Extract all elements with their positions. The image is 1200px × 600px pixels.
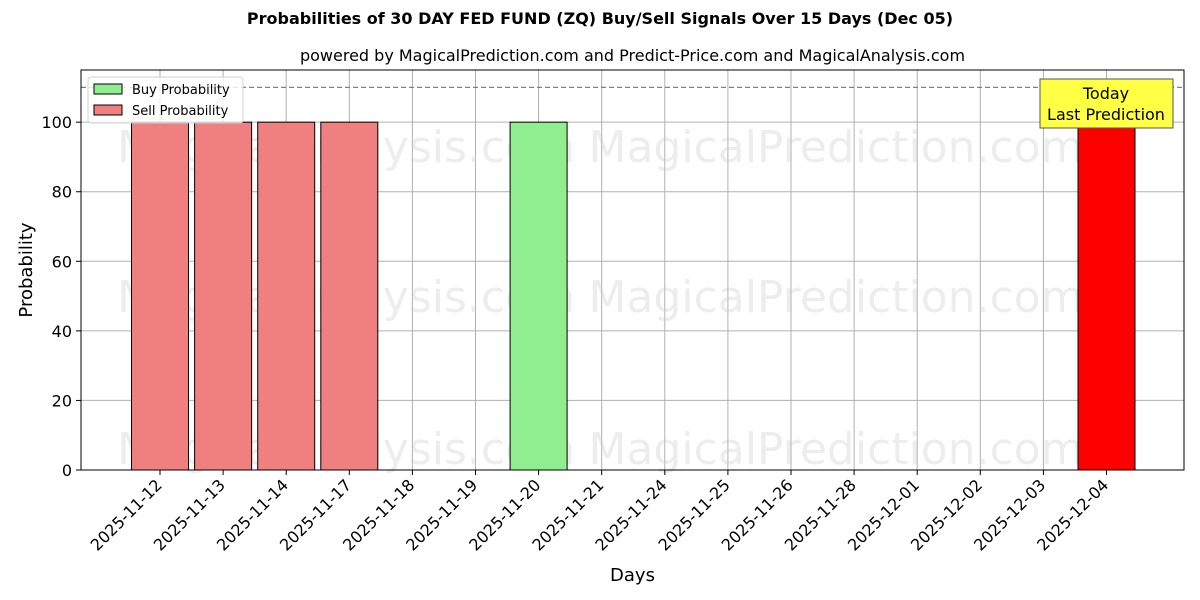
sell-probability-bar xyxy=(194,121,253,471)
legend-swatch xyxy=(93,83,123,95)
chart-subtitle: powered by MagicalPrediction.com and Pre… xyxy=(299,46,966,65)
today-annotation-text: Last Prediction xyxy=(1047,105,1165,124)
sell-probability-bar xyxy=(131,121,189,471)
y-tick-label: 100 xyxy=(41,113,72,132)
watermark: MagicalPrediction.com xyxy=(589,272,1084,323)
y-tick-label: 0 xyxy=(62,461,72,480)
today-annotation-text: Today xyxy=(1082,84,1129,103)
y-tick-label: 60 xyxy=(52,252,72,271)
y-tick-label: 40 xyxy=(52,322,72,341)
y-tick-label: 20 xyxy=(52,391,72,410)
today-annotation-box xyxy=(1039,78,1174,129)
legend-label: Sell Probability xyxy=(132,104,229,119)
x-axis-label: Days xyxy=(610,565,655,586)
axes-frame xyxy=(80,69,1185,471)
sell-probability-bar xyxy=(257,121,316,471)
chart-title: Probabilities of 30 DAY FED FUND (ZQ) Bu… xyxy=(246,9,954,28)
sell-probability-bar xyxy=(1077,121,1136,471)
watermark: MagicalPrediction.com xyxy=(589,424,1084,475)
buy-probability-bar xyxy=(509,121,568,471)
y-axis-label: Probability xyxy=(16,222,37,317)
legend-swatch xyxy=(93,104,123,116)
y-tick-label: 80 xyxy=(52,183,72,202)
legend-box xyxy=(87,76,244,124)
sell-probability-bar xyxy=(320,121,379,471)
legend-label: Buy Probability xyxy=(132,83,230,98)
watermark: MagicalPrediction.com xyxy=(589,122,1084,173)
